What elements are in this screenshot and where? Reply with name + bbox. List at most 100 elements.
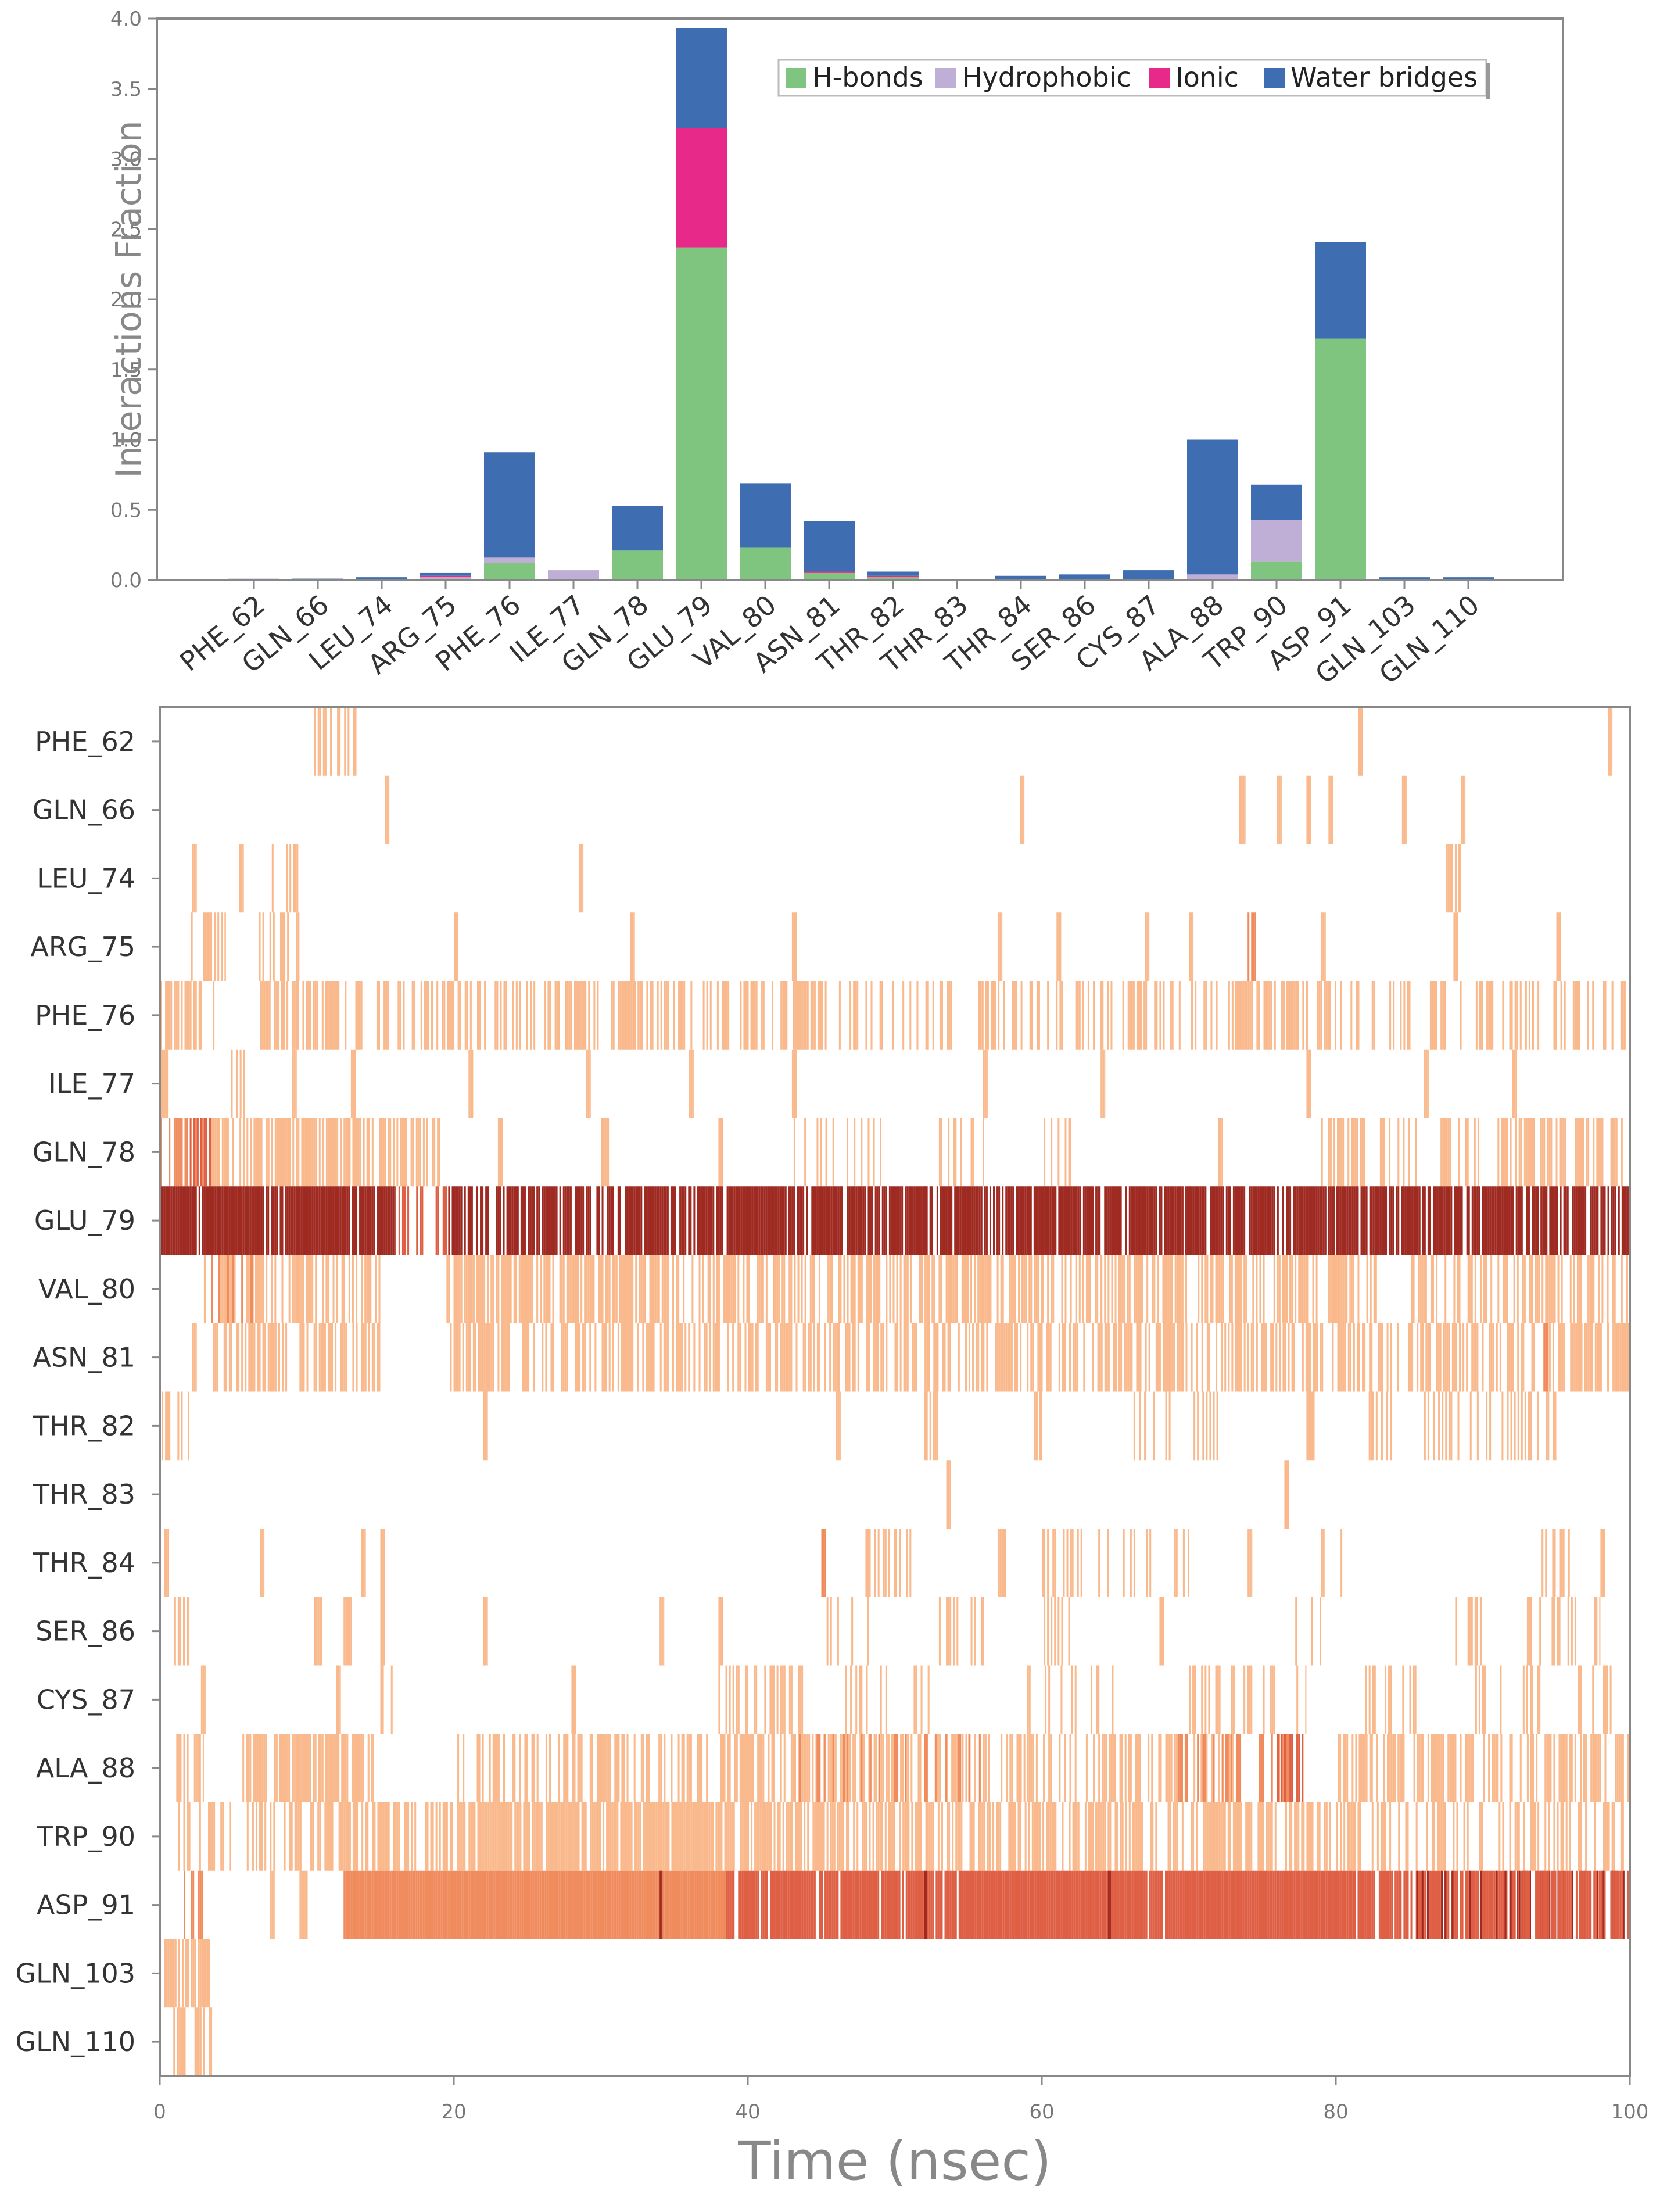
segment-trp-90-1-51 [396,1802,399,1871]
segment-gln-78-8-1 [1044,1118,1046,1187]
segment-trp-90-3-40 [804,1802,806,1871]
segment-val-80-2-242 [873,1255,876,1323]
segment-glu-79-5-12 [1357,1186,1359,1255]
segment-asp-91-5-206 [1089,1870,1091,1939]
segment-gln-78-2-68 [331,1118,334,1187]
segment-asn-81-2-46 [528,1323,530,1392]
segment-thr-84-6-3 [1003,1529,1005,1597]
segment-ala-88-8-17 [1365,1734,1368,1802]
segment-gln-78-2-97 [382,1118,385,1187]
segment-asn-81-2-412 [1173,1323,1175,1392]
segment-asn-81-2-259 [903,1323,905,1392]
segment-asp-91-8-8 [1364,1870,1367,1939]
segment-glu-79-2-128 [672,1186,674,1255]
segment-trp-90-2-107 [657,1802,659,1871]
segment-asp-91-3-111 [539,1870,542,1939]
segment-val-80-2-211 [818,1255,820,1323]
segment-trp-90-3-65 [848,1802,850,1871]
segment-asn-81-2-182 [767,1323,769,1392]
segment-asp-91-3-40 [414,1870,416,1939]
segment-ala-88-2-64 [567,1734,569,1802]
segment-val-80-2-288 [954,1255,956,1323]
segment-asp-91-3-122 [558,1870,561,1939]
segment-asn-81-2-638 [1572,1323,1574,1392]
segment-phe-76-1-58 [360,981,363,1050]
segment-trp-90-2-64 [581,1802,583,1871]
segment-glu-79-0-48 [244,1186,246,1255]
segment-val-80-2-47 [529,1255,532,1323]
segment-phe-76-1-306 [798,981,800,1050]
segment-phe-76-1-109 [450,981,453,1050]
segment-glu-79-2-103 [628,1186,630,1255]
segment-val-80-2-177 [758,1255,761,1323]
segment-asp-91-5-278 [1216,1870,1218,1939]
segment-trp-90-4-127 [1236,1802,1239,1871]
segment-trp-90-4-58 [1114,1802,1117,1871]
bar-thr-84-water-bridges [995,575,1046,580]
segment-gln-78-2-117 [417,1118,420,1187]
segment-val-80-2-251 [889,1255,891,1323]
segment-trp-90-1-37 [372,1802,374,1871]
bar-y-tick-label-8: 4.0 [110,8,142,31]
segment-ala-88-1-20 [275,1734,278,1802]
segment-glu-79-1-4 [401,1186,404,1255]
segment-glu-79-0-73 [288,1186,291,1255]
segment-trp-90-5-174 [1569,1802,1571,1871]
segment-asp-91-3-201 [698,1870,700,1939]
segment-asp-91-3-198 [693,1870,695,1939]
segment-val-80-4-139 [1346,1255,1348,1323]
segment-glu-79-3-69 [825,1186,827,1255]
segment-asn-81-2-123 [663,1323,665,1392]
segment-asp-91-5-78 [863,1870,865,1939]
segment-asn-81-2-4 [453,1323,456,1392]
segment-val-80-2-57 [547,1255,549,1323]
segment-cys-87-4-16 [746,1665,749,1734]
segment-phe-76-1-120 [469,981,472,1050]
segment-asn-81-1-89 [368,1323,370,1392]
segment-glu-79-4-172 [1227,1186,1229,1255]
segment-cys-87-5-5 [844,1665,847,1734]
segment-val-80-3-3 [1047,1255,1049,1323]
segment-val-80-2-14 [471,1255,473,1323]
segment-glu-79-4-184 [1249,1186,1251,1255]
segment-thr-82-2-2 [839,1391,841,1461]
segment-asn-81-2-357 [1076,1323,1078,1392]
segment-glu-79-4-188 [1256,1186,1258,1255]
segment-glu-79-0-63 [271,1186,273,1255]
segment-val-80-2-158 [725,1255,727,1323]
segment-glu-79-4-7 [936,1186,938,1255]
segment-trp-90-5-18 [1294,1802,1296,1871]
segment-ser-86-5-2 [663,1597,665,1666]
segment-ser-86-6-1 [720,1597,722,1666]
segment-val-80-2-260 [905,1255,907,1323]
segment-trp-90-4-134 [1249,1802,1251,1871]
segment-asp-91-3-73 [472,1870,474,1939]
segment-ala-88-2-13 [476,1734,479,1802]
segment-val-80-0-97 [375,1255,377,1323]
segment-phe-76-3-12 [1136,981,1138,1050]
segment-phe-76-1-36 [321,981,324,1050]
segment-val-80-2-10 [464,1255,466,1323]
segment-asn-81-2-67 [564,1323,567,1392]
segment-glu-79-5-94 [1501,1186,1504,1255]
segment-gln-78-2-126 [433,1118,436,1187]
bar-asp-91-h-bonds [1315,338,1366,580]
segment-gln-78-11-13 [1403,1118,1405,1187]
segment-trp-90-1-43 [382,1802,385,1871]
segment-val-80-4-46 [1181,1255,1184,1323]
segment-ala-88-1-75 [372,1734,374,1802]
segment-asp-91-2-1 [301,1870,303,1939]
segment-asn-81-2-637 [1570,1323,1572,1392]
row-label-phe-76: PHE_76 [35,1000,135,1031]
segment-trp-90-4-122 [1227,1802,1229,1871]
segment-trp-90-1-46 [388,1802,390,1871]
segment-val-80-0-86 [355,1255,358,1323]
segment-val-80-2-163 [734,1255,736,1323]
segment-asp-91-5-312 [1276,1870,1278,1939]
segment-asp-91-5-197 [1073,1870,1076,1939]
segment-ala-88-1-51 [330,1734,333,1802]
segment-glu-79-5-108 [1526,1186,1528,1255]
segment-glu-79-5-35 [1397,1186,1400,1255]
segment-asp-91-3-196 [689,1870,691,1939]
segment-glu-79-2-4 [453,1186,456,1255]
